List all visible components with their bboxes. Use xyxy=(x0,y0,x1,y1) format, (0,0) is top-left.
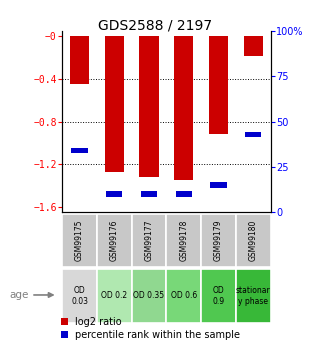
Text: GSM99179: GSM99179 xyxy=(214,220,223,262)
Bar xyxy=(105,36,124,172)
Bar xyxy=(62,269,97,323)
Text: GSM99177: GSM99177 xyxy=(145,220,154,262)
Text: GDS2588 / 2197: GDS2588 / 2197 xyxy=(99,19,212,33)
Bar xyxy=(106,191,123,197)
Bar xyxy=(236,269,271,323)
Bar xyxy=(139,36,159,177)
Bar xyxy=(176,191,192,197)
Text: stationar
y phase: stationar y phase xyxy=(236,286,271,306)
Bar xyxy=(72,148,88,153)
Bar xyxy=(166,269,201,323)
Text: age: age xyxy=(9,290,29,300)
Text: GSM99180: GSM99180 xyxy=(249,220,258,261)
Bar xyxy=(236,214,271,267)
Text: GSM99178: GSM99178 xyxy=(179,220,188,261)
Bar xyxy=(210,182,227,188)
Bar xyxy=(166,214,201,267)
Bar xyxy=(209,36,228,135)
Bar xyxy=(97,269,132,323)
Legend: log2 ratio, percentile rank within the sample: log2 ratio, percentile rank within the s… xyxy=(61,317,240,340)
Bar xyxy=(174,36,193,180)
Bar xyxy=(97,214,132,267)
Text: OD 0.2: OD 0.2 xyxy=(101,291,128,300)
Text: GSM99175: GSM99175 xyxy=(75,220,84,262)
Bar xyxy=(201,269,236,323)
Bar xyxy=(132,269,166,323)
Text: OD
0.9: OD 0.9 xyxy=(212,286,225,306)
Bar xyxy=(70,36,89,84)
Bar xyxy=(141,191,157,197)
Bar xyxy=(244,36,263,56)
Bar xyxy=(245,131,261,137)
Text: OD
0.03: OD 0.03 xyxy=(71,286,88,306)
Bar xyxy=(132,214,166,267)
Bar xyxy=(201,214,236,267)
Text: GSM99176: GSM99176 xyxy=(110,220,119,262)
Text: OD 0.6: OD 0.6 xyxy=(171,291,197,300)
Bar xyxy=(62,214,97,267)
Text: OD 0.35: OD 0.35 xyxy=(133,291,165,300)
